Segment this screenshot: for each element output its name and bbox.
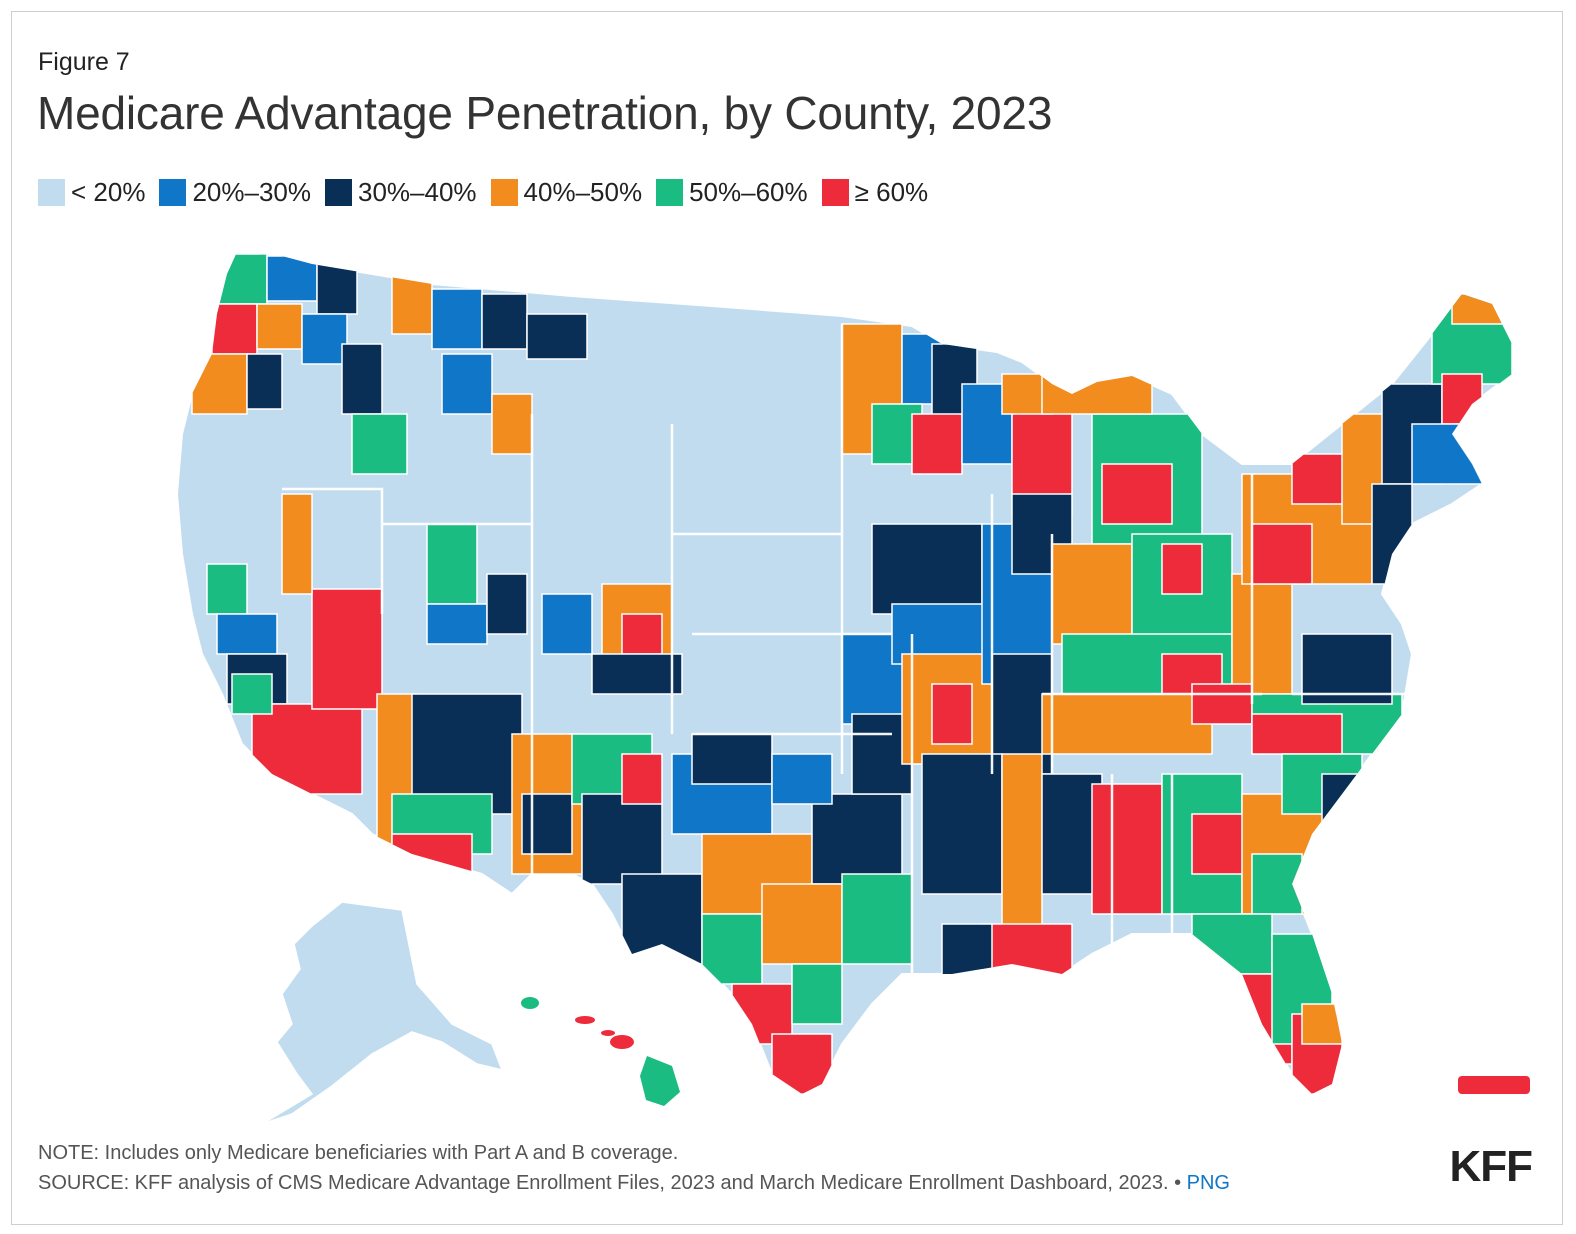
legend: < 20% 20%–30% 30%–40% 40%–50% 50%–60% ≥ …: [38, 177, 942, 208]
legend-swatch: [38, 179, 65, 206]
legend-label: 50%–60%: [689, 177, 808, 207]
legend-label: 20%–30%: [192, 177, 311, 207]
legend-item-gte60: ≥ 60%: [821, 177, 929, 208]
legend-swatch: [325, 179, 352, 206]
legend-swatch: [490, 179, 518, 206]
page-title: Medicare Advantage Penetration, by Count…: [37, 87, 1053, 139]
hawaii-islands: [521, 997, 680, 1106]
legend-item-30-40: 30%–40%: [325, 177, 477, 208]
legend-swatch: [821, 179, 849, 206]
state-borders: [282, 324, 1412, 974]
legend-swatch: [656, 179, 684, 206]
legend-item-lt20: < 20%: [38, 177, 145, 208]
legend-swatch: [159, 179, 187, 206]
figure-label: Figure 7: [38, 48, 130, 76]
county-choropleth-map: [175, 250, 1530, 1124]
legend-item-20-30: 20%–30%: [159, 177, 311, 208]
puerto-rico-shape: [1458, 1076, 1530, 1094]
source-label: SOURCE: KFF analysis of CMS Medicare Adv…: [38, 1172, 1182, 1194]
legend-label: 30%–40%: [358, 177, 477, 207]
alaska-shape: [261, 901, 504, 1124]
kff-logo: KFF: [1449, 1142, 1533, 1191]
legend-item-50-60: 50%–60%: [656, 177, 808, 208]
legend-label: 40%–50%: [523, 177, 643, 207]
source-text: SOURCE: KFF analysis of CMS Medicare Adv…: [38, 1172, 1230, 1195]
legend-item-40-50: 40%–50%: [490, 177, 643, 208]
note-text: NOTE: Includes only Medicare beneficiari…: [38, 1142, 679, 1164]
legend-label: < 20%: [71, 177, 146, 207]
png-download-link[interactable]: PNG: [1186, 1172, 1230, 1194]
legend-label: ≥ 60%: [854, 177, 929, 207]
figure-frame: Figure 7 Medicare Advantage Penetration,…: [11, 11, 1563, 1225]
